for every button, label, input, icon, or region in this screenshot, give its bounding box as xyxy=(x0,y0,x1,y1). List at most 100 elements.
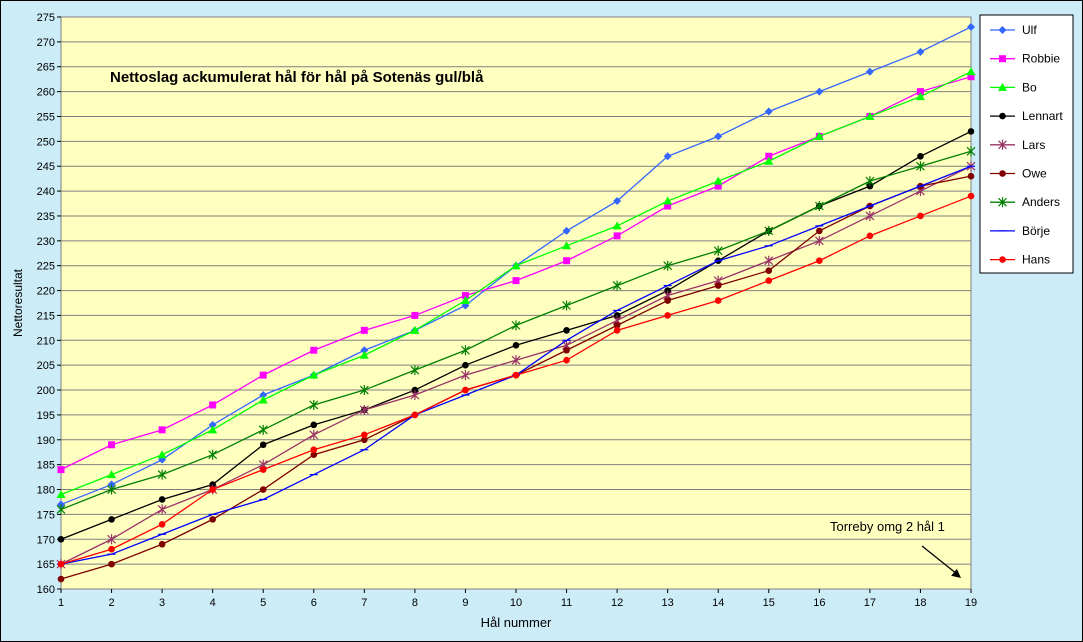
legend-item-hans: Hans xyxy=(990,253,1050,267)
data-point xyxy=(310,421,318,429)
data-point xyxy=(814,131,824,140)
x-tick-label: 8 xyxy=(412,597,418,609)
data-point xyxy=(714,297,722,304)
data-point xyxy=(612,221,622,230)
x-tick-label: 6 xyxy=(311,597,317,609)
data-point xyxy=(462,361,469,369)
y-tick-label: 250 xyxy=(37,136,55,148)
data-point xyxy=(310,451,318,459)
y-tick-label: 190 xyxy=(37,435,55,447)
legend-item-börje: Börje xyxy=(990,224,1050,238)
y-tick-label: 210 xyxy=(37,335,55,347)
legend-label: Lennart xyxy=(1022,109,1063,123)
data-point xyxy=(563,257,571,265)
data-point xyxy=(816,227,823,235)
legend: Ulf Robbie Bo Lennart Lars Owe Anders Börje Hans xyxy=(990,23,1063,267)
data-point xyxy=(562,241,572,250)
data-point xyxy=(107,484,116,495)
data-point xyxy=(764,255,774,266)
data-point xyxy=(512,371,520,379)
data-point xyxy=(359,385,369,396)
data-point xyxy=(158,426,166,434)
data-point xyxy=(108,441,116,449)
data-point xyxy=(460,296,470,305)
x-tick-label: 5 xyxy=(260,597,266,609)
data-point xyxy=(310,346,318,354)
data-point xyxy=(461,370,470,381)
data-point xyxy=(562,300,571,311)
y-tick-label: 205 xyxy=(37,360,55,372)
data-point xyxy=(916,88,924,96)
y-axis-label: Nettoresultat xyxy=(11,268,25,337)
data-point xyxy=(410,325,420,334)
data-point xyxy=(158,521,166,528)
y-tick-label: 260 xyxy=(37,87,55,99)
y-tick-label: 195 xyxy=(37,410,55,422)
data-point xyxy=(108,560,115,568)
x-tick-label: 14 xyxy=(712,597,724,609)
legend-item-robbie: Robbie xyxy=(990,52,1060,66)
data-point xyxy=(56,504,66,515)
data-point xyxy=(259,371,267,379)
legend-label: Ulf xyxy=(1022,23,1037,37)
y-tick-label: 265 xyxy=(37,62,55,74)
legend-label: Börje xyxy=(1022,224,1050,238)
legend-item-owe: Owe xyxy=(990,167,1047,181)
data-point xyxy=(259,391,268,400)
data-point xyxy=(764,225,774,236)
data-point xyxy=(966,67,976,76)
data-point xyxy=(511,261,521,270)
y-tick-label: 180 xyxy=(37,485,55,497)
data-point xyxy=(816,257,823,265)
x-tick-label: 19 xyxy=(965,597,977,609)
data-point xyxy=(663,152,672,161)
data-point xyxy=(411,411,419,419)
gridlines xyxy=(61,41,971,565)
arrow-shaft xyxy=(921,545,958,575)
legend-marker xyxy=(999,112,1006,120)
data-point xyxy=(209,401,217,409)
data-point xyxy=(664,312,671,319)
legend-item-lars: Lars xyxy=(990,138,1045,152)
x-tick-label: 7 xyxy=(361,597,367,609)
legend-item-anders: Anders xyxy=(990,195,1060,209)
x-tick-label: 17 xyxy=(864,597,876,609)
data-point xyxy=(765,277,773,284)
legend-marker xyxy=(998,82,1007,91)
data-point xyxy=(309,399,319,410)
data-point xyxy=(714,282,722,289)
legend-marker xyxy=(999,55,1006,63)
data-point xyxy=(57,560,65,568)
data-point xyxy=(765,152,773,160)
plot-area xyxy=(60,16,972,590)
data-point xyxy=(866,232,874,240)
legend-marker xyxy=(998,26,1007,34)
data-point xyxy=(359,350,369,359)
data-point xyxy=(158,540,166,548)
x-tick-label: 13 xyxy=(662,597,674,609)
data-point xyxy=(814,201,824,212)
legend-box xyxy=(979,14,1074,274)
data-point xyxy=(663,260,673,271)
legend-marker xyxy=(998,139,1007,150)
data-point xyxy=(157,450,167,459)
y-tick-label: 235 xyxy=(37,211,55,223)
data-point xyxy=(664,297,671,304)
data-point xyxy=(967,22,975,31)
data-point xyxy=(612,280,622,291)
data-point xyxy=(663,196,673,205)
data-point xyxy=(865,210,875,221)
y-tick-label: 165 xyxy=(37,559,55,571)
y-tick-label: 270 xyxy=(37,37,55,49)
y-tick-label: 225 xyxy=(37,261,55,273)
data-point xyxy=(107,534,116,545)
data-point xyxy=(157,504,167,515)
data-point xyxy=(360,326,368,334)
legend-marker xyxy=(999,256,1006,263)
data-point xyxy=(108,545,115,553)
data-point xyxy=(360,346,369,355)
data-point xyxy=(764,156,774,165)
data-point xyxy=(916,47,925,56)
legend-item-ulf: Ulf xyxy=(990,23,1037,37)
x-tick-label: 1 xyxy=(58,597,64,609)
